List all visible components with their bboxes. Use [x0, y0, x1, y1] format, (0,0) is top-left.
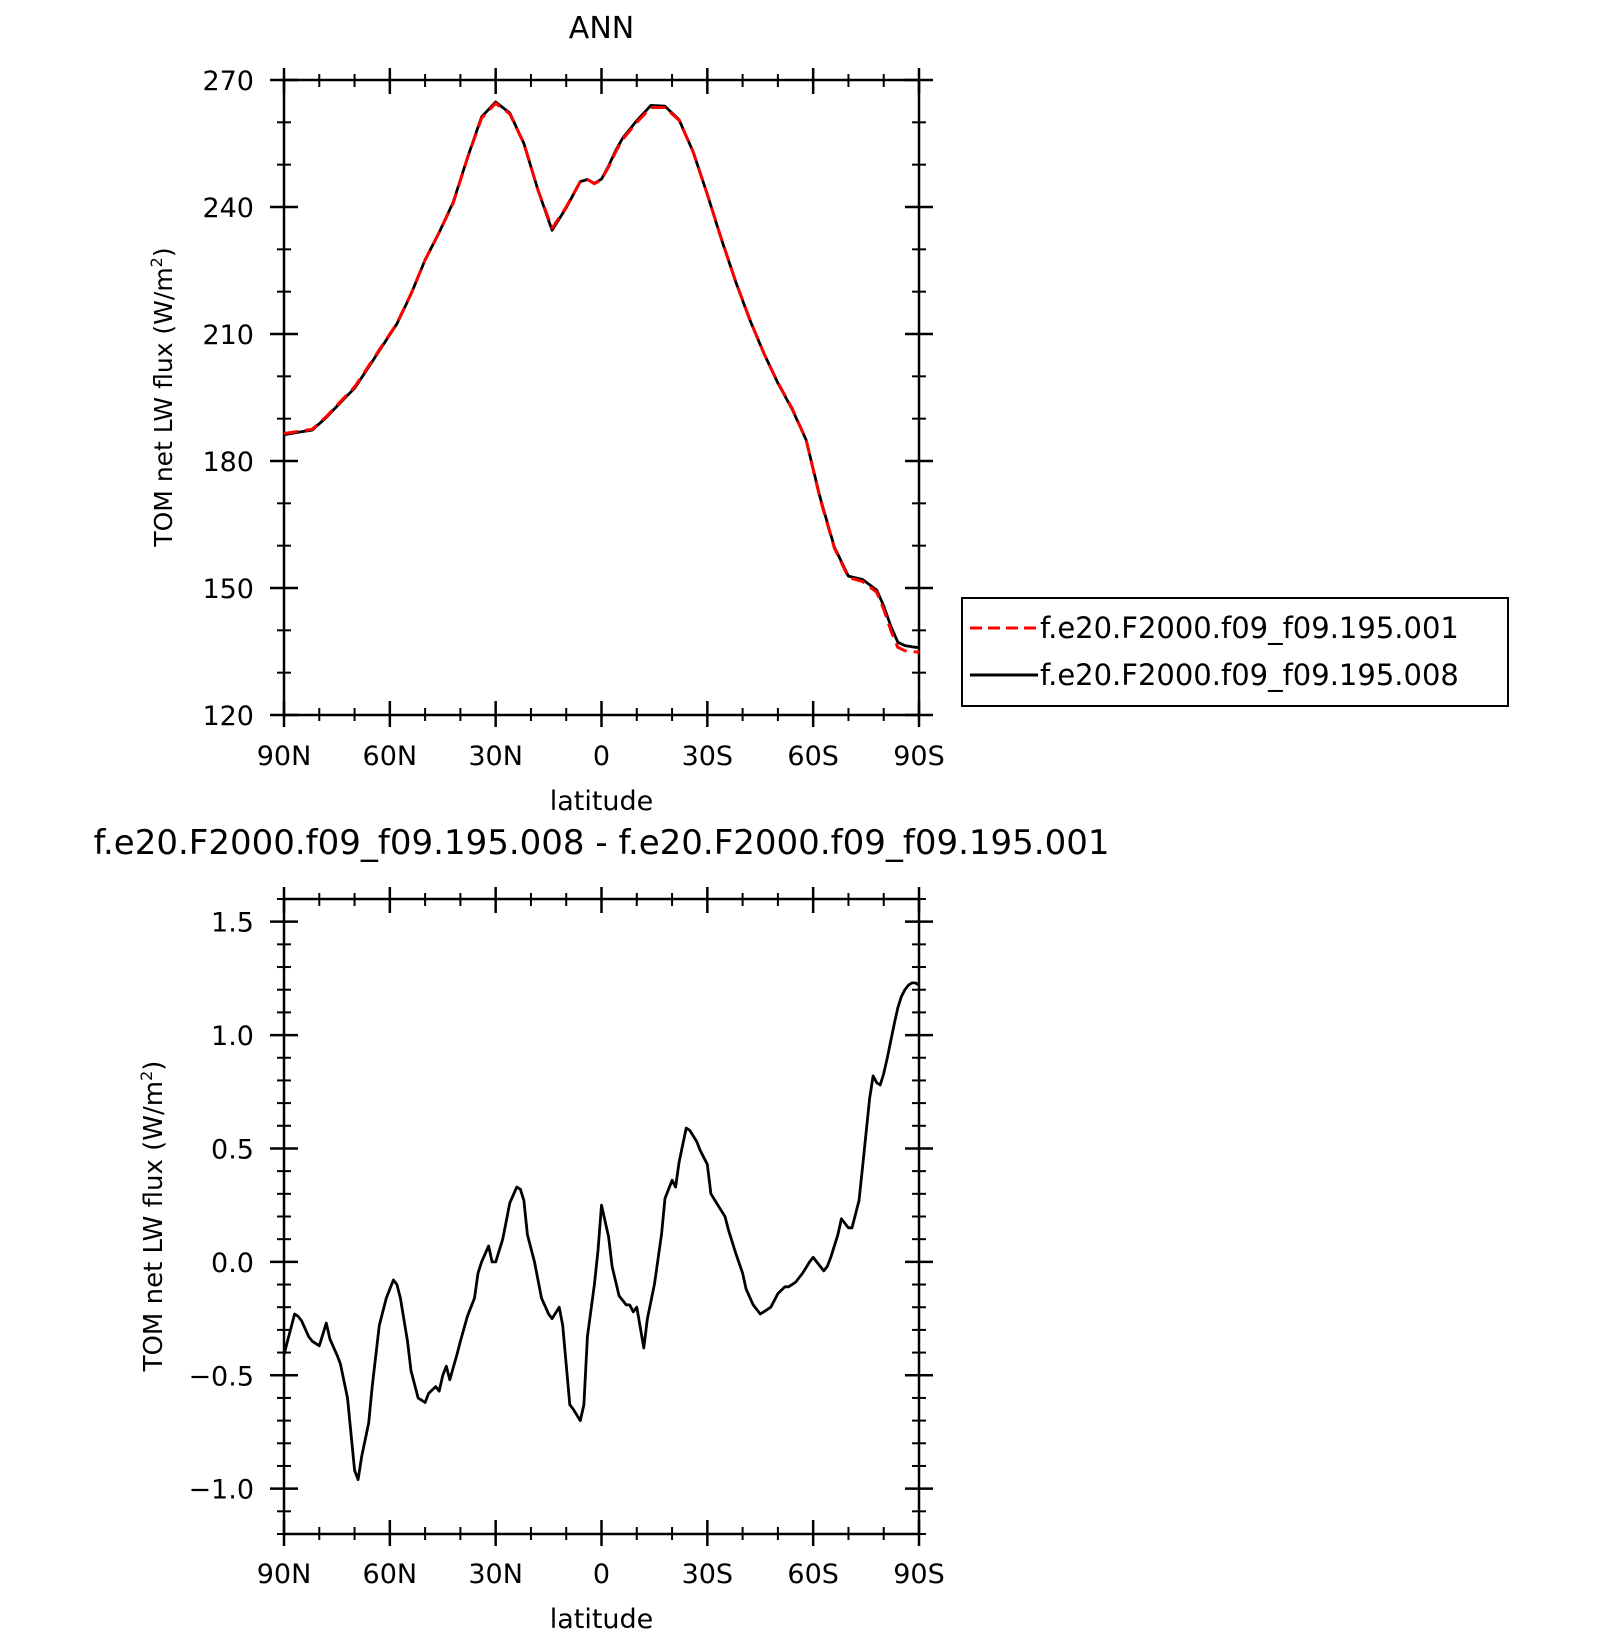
- series-line-solid: [284, 981, 919, 1481]
- legend-label-1: f.e20.F2000.f09_f09.195.001: [1040, 611, 1459, 645]
- x-tick-label: 0: [593, 741, 610, 772]
- y-tick-label: 1.0: [211, 1021, 254, 1052]
- legend: f.e20.F2000.f09_f09.195.001 f.e20.F2000.f…: [961, 597, 1509, 707]
- legend-label-2: f.e20.F2000.f09_f09.195.008: [1040, 658, 1459, 692]
- x-tick-label: 60N: [363, 1559, 418, 1590]
- chart-panel-1: ANN 90N 60N 30N 0 30S 60S 90S 270 240 210 180 150 120…: [147, 11, 1509, 817]
- x-tick-label: 30S: [682, 1559, 734, 1590]
- legend-box: [961, 597, 1509, 707]
- y-axis-label-tail: ): [139, 1061, 169, 1071]
- series-line-dashed: [284, 101, 919, 654]
- x-tick-label: 30N: [468, 741, 523, 772]
- x-tick-label: 60S: [787, 1559, 839, 1590]
- y-tick-label: 120: [202, 701, 254, 732]
- y-axis-label-sup: 2: [147, 257, 166, 267]
- x-tick-label: 60N: [363, 741, 418, 772]
- y-tick-label: 270: [202, 66, 254, 97]
- x-tick-label: 30N: [468, 1559, 523, 1590]
- y-tick-label: 240: [202, 193, 254, 224]
- y-axis-label-main: TOM net LW flux (W/m: [149, 267, 178, 547]
- x-tick-label: 90N: [257, 741, 312, 772]
- y-tick-label: 0.5: [211, 1134, 254, 1165]
- x-tick-label: 90N: [257, 1559, 312, 1590]
- x-tick-label: 30S: [682, 741, 734, 772]
- x-axis-label: latitude: [550, 1604, 654, 1635]
- x-tick-label: 0: [593, 1559, 610, 1590]
- y-tick-label: −1.0: [188, 1475, 254, 1506]
- x-tick-label: 60S: [787, 741, 839, 772]
- y-tick-label: 180: [202, 447, 254, 478]
- plot-frame: [282, 78, 921, 717]
- chart-title: ANN: [569, 11, 634, 46]
- y-axis-label: TOM net LW flux (W/m2): [137, 1061, 169, 1373]
- series-line-solid: [284, 100, 919, 650]
- x-tick-label: 90S: [893, 1559, 945, 1590]
- y-tick-label: 1.5: [211, 908, 254, 939]
- y-tick-label: 210: [202, 320, 254, 351]
- y-axis-label-sup: 2: [137, 1071, 156, 1081]
- x-axis-label: latitude: [550, 786, 654, 817]
- y-axis-label-tail: ): [149, 247, 178, 257]
- y-tick-label: 0.0: [211, 1248, 254, 1279]
- y-tick-label: 150: [202, 574, 254, 605]
- x-tick-label: 90S: [893, 741, 945, 772]
- y-axis-label-main: TOM net LW flux (W/m: [139, 1081, 169, 1373]
- y-tick-label: −0.5: [188, 1361, 254, 1392]
- chart-panel-2: f.e20.F2000.f09_f09.195.008 - f.e20.F200…: [94, 823, 1110, 1635]
- y-axis-label: TOM net LW flux (W/m2): [147, 247, 178, 547]
- chart-title: f.e20.F2000.f09_f09.195.008 - f.e20.F200…: [94, 823, 1110, 863]
